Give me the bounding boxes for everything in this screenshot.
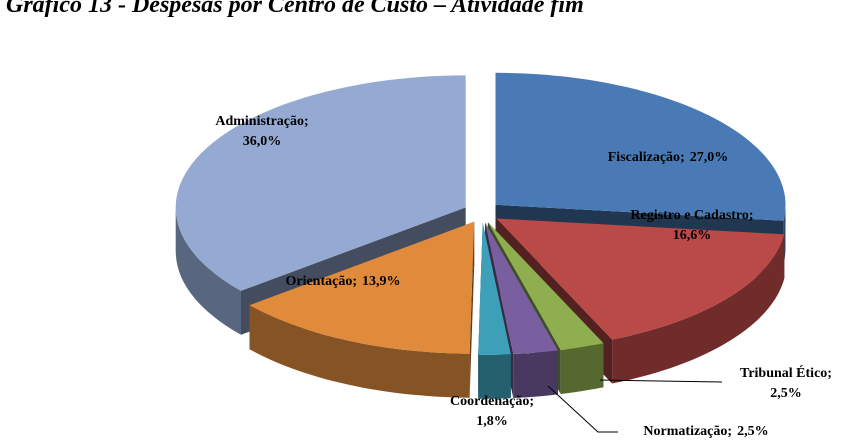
label-part: Administração [215, 114, 304, 129]
label-part: 36,0% [243, 134, 282, 149]
slice-top [496, 218, 785, 340]
slice-side [249, 305, 470, 398]
data-label: Normatização; 2,5% [643, 424, 768, 439]
slice-side [513, 350, 558, 398]
label-part: Normatização [643, 424, 727, 439]
slice-top [478, 222, 511, 355]
slice [478, 222, 511, 399]
leader-line [547, 385, 618, 433]
chart-title: Gráfico 13 - Despesas por Centro de Cust… [6, 0, 584, 18]
label-part: ; [749, 208, 754, 223]
slice-top [175, 75, 466, 291]
slice [249, 221, 475, 398]
slice-top [495, 72, 786, 221]
label-part: 1,8% [476, 414, 508, 429]
label-part: 13,9% [362, 274, 401, 289]
label-part: Fiscalização [608, 150, 680, 165]
slice-top [485, 222, 558, 354]
leader-line [599, 379, 723, 383]
label-part: ; [727, 424, 732, 439]
slice-side [612, 234, 785, 384]
data-label: Administração; 36,0% [215, 114, 308, 149]
slice-top [249, 221, 475, 354]
label-part: 16,6% [673, 228, 712, 243]
data-label: Fiscalização; 27,0% [608, 150, 728, 165]
label-part: 27,0% [690, 150, 729, 165]
data-label: Orientação; 13,9% [285, 274, 400, 289]
label-part: ; [304, 114, 309, 129]
label-part: 2,5% [737, 424, 769, 439]
data-label: Tribunal Ético; 2,5% [740, 364, 832, 401]
label-part: Registro e Cadastro [630, 208, 748, 223]
label-part: Coordenação [450, 394, 529, 409]
slice-side [175, 207, 241, 335]
label-part: ; [529, 394, 534, 409]
label-part: ; [827, 366, 832, 381]
slice-side [560, 343, 604, 394]
label-part: Tribunal Ético [740, 364, 827, 381]
data-label: Coordenação; 1,8% [450, 394, 534, 429]
slice-top [487, 222, 604, 350]
label-part: ; [352, 274, 357, 289]
label-part: ; [680, 150, 685, 165]
label-part: 2,5% [770, 386, 802, 401]
data-label: Registro e Cadastro; 16,6% [630, 208, 753, 243]
slice-side [478, 354, 511, 399]
label-part: Orientação [285, 274, 352, 289]
